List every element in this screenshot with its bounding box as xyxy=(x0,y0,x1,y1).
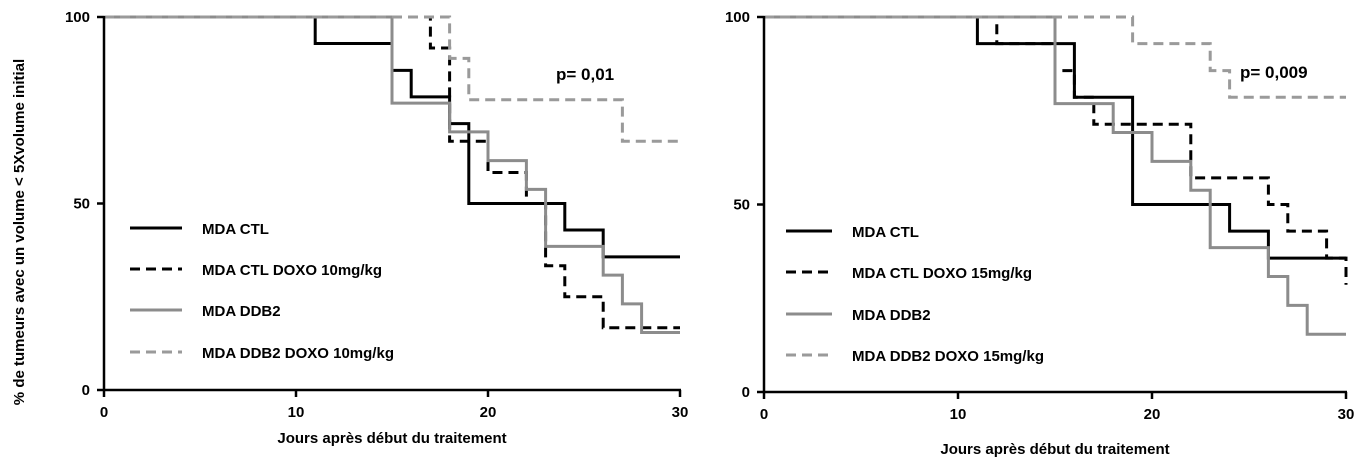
panel2-x-tick-label: 0 xyxy=(760,406,768,423)
panel2-legend-label-3: MDA DDB2 xyxy=(852,307,931,324)
y-axis-title: % de tumeurs avec un volume < 5Xvolume i… xyxy=(11,59,28,405)
panel1-x-tick-label: 0 xyxy=(100,404,108,421)
panel2-series-line-1 xyxy=(764,15,1346,260)
panel1-legend-label-1: MDA CTL xyxy=(202,221,269,238)
panel2-legend-label-1: MDA CTL xyxy=(852,224,919,241)
panel2-y-tick-label: 50 xyxy=(733,197,750,214)
panel2-p-value-annotation: p= 0,009 xyxy=(1240,63,1308,82)
panel1-x-axis-title: Jours après début du traitement xyxy=(277,430,506,447)
panel1-series-line-3 xyxy=(104,15,680,335)
panel1-x-tick-label: 30 xyxy=(672,404,689,421)
panel2-x-tick-label: 30 xyxy=(1338,406,1355,423)
panel2-x-tick-label: 20 xyxy=(1144,406,1161,423)
panel1-x-tick-label: 10 xyxy=(288,404,305,421)
panel1-x-tick-label: 20 xyxy=(480,404,497,421)
panel2-series-line-2 xyxy=(764,15,1348,285)
panel1-y-tick-label: 100 xyxy=(65,9,90,26)
panel1-y-tick-label: 50 xyxy=(73,196,90,213)
panel2-x-axis-title: Jours après début du traitement xyxy=(940,441,1169,458)
panel1-legend-label-3: MDA DDB2 xyxy=(202,303,281,320)
panel1-legend-label-4: MDA DDB2 DOXO 10mg/kg xyxy=(202,345,394,362)
panel2-legend-label-4: MDA DDB2 DOXO 15mg/kg xyxy=(852,348,1044,365)
panel1-p-value-annotation: p= 0,01 xyxy=(556,65,614,84)
panel1-y-tick-label: 0 xyxy=(82,382,90,399)
panel2-y-tick-label: 100 xyxy=(725,9,750,26)
panel2-series-line-4 xyxy=(764,15,1346,99)
panel2-y-tick-label: 0 xyxy=(742,384,750,401)
panel1-legend-label-2: MDA CTL DOXO 10mg/kg xyxy=(202,262,382,279)
panel1-series-line-4 xyxy=(104,15,680,143)
panel2-x-tick-label: 10 xyxy=(950,406,967,423)
panel2-series-line-3 xyxy=(764,15,1346,336)
panel2-legend-label-2: MDA CTL DOXO 15mg/kg xyxy=(852,265,1032,282)
